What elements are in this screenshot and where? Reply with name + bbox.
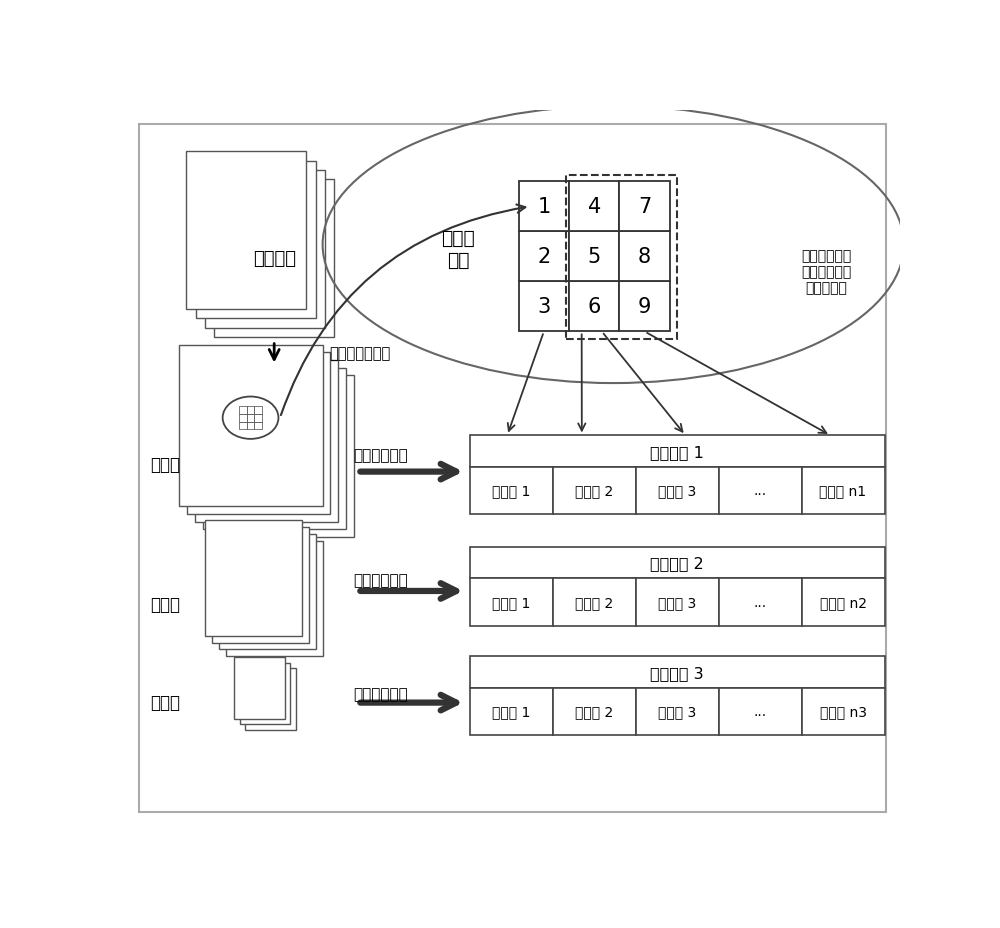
Bar xyxy=(802,688,885,735)
Bar xyxy=(247,422,254,430)
Text: 3: 3 xyxy=(537,297,551,317)
Bar xyxy=(636,579,719,625)
Bar xyxy=(470,657,885,688)
Bar xyxy=(205,521,302,636)
Bar xyxy=(214,180,334,338)
Bar xyxy=(470,468,553,514)
Text: 9: 9 xyxy=(638,297,651,317)
Bar xyxy=(566,176,677,340)
Bar xyxy=(553,468,636,514)
Text: 第一层: 第一层 xyxy=(150,456,180,474)
Text: 分类树 3: 分类树 3 xyxy=(658,596,696,610)
Bar xyxy=(219,535,316,650)
Text: 分类树 n2: 分类树 n2 xyxy=(820,596,867,610)
Bar xyxy=(210,376,354,537)
Bar xyxy=(470,579,553,625)
Text: 分类树 2: 分类树 2 xyxy=(575,483,613,497)
Text: 2: 2 xyxy=(537,247,551,267)
Text: 随机森林 1: 随机森林 1 xyxy=(650,445,704,459)
Bar xyxy=(470,436,885,468)
Bar xyxy=(226,541,323,657)
Text: 训练样本: 训练样本 xyxy=(253,250,296,267)
Bar xyxy=(254,415,262,422)
Text: 部分采
样点: 部分采 样点 xyxy=(441,228,475,269)
Text: 分类树 n3: 分类树 n3 xyxy=(820,704,867,718)
Bar xyxy=(569,182,619,232)
Bar xyxy=(205,171,325,329)
Bar xyxy=(247,406,254,415)
Bar xyxy=(470,688,553,735)
Text: 8: 8 xyxy=(638,247,651,267)
Bar xyxy=(719,579,802,625)
Bar xyxy=(179,345,323,507)
Bar xyxy=(195,361,338,522)
Text: 7: 7 xyxy=(638,197,651,217)
Text: 4: 4 xyxy=(588,197,601,217)
Text: ...: ... xyxy=(754,704,767,718)
Text: 分类树 1: 分类树 1 xyxy=(492,704,531,718)
Bar xyxy=(187,353,330,514)
Bar xyxy=(470,548,885,579)
Text: 分类树 n1: 分类树 n1 xyxy=(819,483,867,497)
Text: ...: ... xyxy=(754,596,767,610)
Bar xyxy=(636,468,719,514)
Bar xyxy=(569,282,619,332)
Bar xyxy=(553,688,636,735)
Text: 第三层: 第三层 xyxy=(150,693,180,711)
Text: 分类树 1: 分类树 1 xyxy=(492,596,531,610)
Bar xyxy=(196,161,316,319)
Bar xyxy=(519,182,569,232)
Bar xyxy=(202,368,346,530)
Bar xyxy=(519,232,569,282)
Text: 分类树 2: 分类树 2 xyxy=(575,704,613,718)
Bar xyxy=(802,579,885,625)
Text: 训练随机森林: 训练随机森林 xyxy=(353,573,408,587)
Bar xyxy=(636,688,719,735)
Bar xyxy=(254,406,262,415)
Bar xyxy=(802,468,885,514)
Bar xyxy=(619,182,670,232)
Bar xyxy=(553,579,636,625)
Text: 训练随机森林: 训练随机森林 xyxy=(353,686,408,702)
Bar xyxy=(569,232,619,282)
Bar xyxy=(619,282,670,332)
Bar xyxy=(719,468,802,514)
Bar xyxy=(719,688,802,735)
Bar xyxy=(234,657,285,719)
Text: 6: 6 xyxy=(588,297,601,317)
Bar xyxy=(239,422,247,430)
Bar xyxy=(212,527,309,643)
Bar xyxy=(254,422,262,430)
Text: 5: 5 xyxy=(588,247,601,267)
Text: 1: 1 xyxy=(537,197,551,217)
Text: 分类树 3: 分类树 3 xyxy=(658,483,696,497)
Text: 分类树 1: 分类树 1 xyxy=(492,483,531,497)
Text: ...: ... xyxy=(754,483,767,497)
Text: 训练随机森林: 训练随机森林 xyxy=(353,447,408,463)
Text: 随机森林 3: 随机森林 3 xyxy=(650,664,704,680)
Text: 图像金字塔分解: 图像金字塔分解 xyxy=(329,345,390,360)
Bar xyxy=(519,282,569,332)
Text: 分类树 2: 分类树 2 xyxy=(575,596,613,610)
Bar xyxy=(619,232,670,282)
Bar xyxy=(239,415,247,422)
Bar xyxy=(186,152,306,310)
Bar xyxy=(239,406,247,415)
Text: 第二层: 第二层 xyxy=(150,596,180,613)
Text: 随机森林 2: 随机森林 2 xyxy=(650,556,704,571)
Bar xyxy=(247,415,254,422)
Text: 根据每个采样
点训练一个对
应的分类树: 根据每个采样 点训练一个对 应的分类树 xyxy=(801,249,852,295)
Bar xyxy=(245,668,296,729)
Text: 分类树 3: 分类树 3 xyxy=(658,704,696,718)
Bar xyxy=(240,663,290,725)
